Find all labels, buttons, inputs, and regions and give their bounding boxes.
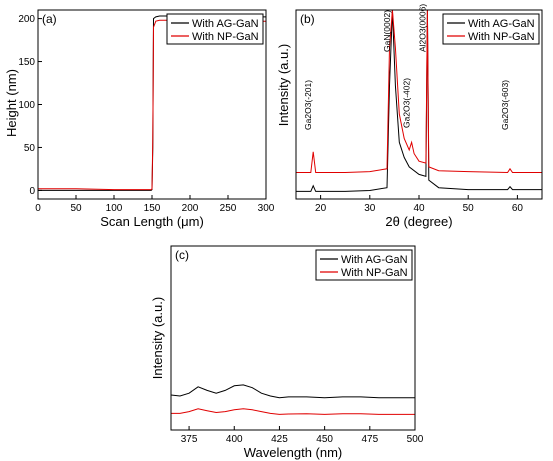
x-tick-label: 200 (182, 203, 199, 214)
x-axis-label: Scan Length (μm) (100, 214, 204, 229)
y-axis-label: Intensity (a.u.) (150, 297, 165, 379)
x-tick-label: 40 (413, 203, 425, 214)
legend-label: With NP-GaN (341, 267, 408, 279)
x-tick-label: 375 (181, 434, 198, 445)
plot-frame (170, 245, 416, 431)
x-tick-label: 250 (220, 203, 237, 214)
peak-annotation: GaN(0002) (382, 10, 392, 52)
y-tick-label: 150 (18, 57, 35, 68)
peak-annotation: Al2O3(0006) (417, 4, 427, 52)
x-tick-label: 30 (364, 203, 376, 214)
peak-annotation: Ga2O3(-402) (402, 78, 412, 128)
x-tick-label: 450 (316, 434, 333, 445)
y-tick-label: 100 (18, 100, 35, 111)
series-line-ag-gan (296, 10, 542, 192)
panel-label: (c) (175, 248, 189, 262)
y-tick-label: 50 (24, 143, 36, 154)
x-tick-label: 60 (512, 203, 524, 214)
peak-annotation: Ga2O3(-201) (303, 80, 313, 130)
y-tick-label: 200 (18, 14, 35, 25)
series-line-np-gan (171, 408, 415, 415)
x-tick-label: 425 (271, 434, 288, 445)
x-tick-label: 150 (144, 203, 161, 214)
x-tick-label: 50 (70, 203, 82, 214)
x-axis-label: Wavelength (nm) (244, 445, 343, 460)
legend-label: With AG-GaN (468, 18, 535, 30)
series-line-np-gan (296, 10, 542, 174)
y-axis-label: Intensity (a.u.) (276, 44, 291, 126)
x-tick-label: 50 (463, 203, 475, 214)
x-tick-label: 20 (315, 203, 327, 214)
x-tick-label: 300 (258, 203, 275, 214)
peak-annotation: Ga2O3(-603) (500, 80, 510, 130)
x-tick-label: 475 (361, 434, 378, 445)
series-line-np-gan (38, 19, 266, 191)
panel-label: (a) (42, 12, 57, 26)
legend-label: With AG-GaN (341, 254, 408, 266)
panel-b: 20 30 40 50 60 2θ (degree) Intensity (a.u.) (b)… (276, 4, 543, 229)
legend-label: With AG-GaN (192, 18, 259, 30)
panel-c: 375 400 425 450 475 500 Wavelength (nm) Intensi… (150, 245, 424, 460)
y-axis-label: Height (nm) (4, 69, 19, 137)
legend-label: With NP-GaN (468, 31, 535, 43)
x-axis-label: 2θ (degree) (385, 214, 452, 229)
panel-label: (b) (300, 12, 315, 26)
legend-label: With NP-GaN (192, 31, 259, 43)
x-tick-label: 100 (106, 203, 123, 214)
x-tick-label: 0 (35, 203, 41, 214)
series-line-ag-gan (171, 384, 415, 399)
x-tick-label: 500 (407, 434, 424, 445)
y-tick-label: 0 (29, 186, 35, 197)
x-tick-label: 400 (226, 434, 243, 445)
